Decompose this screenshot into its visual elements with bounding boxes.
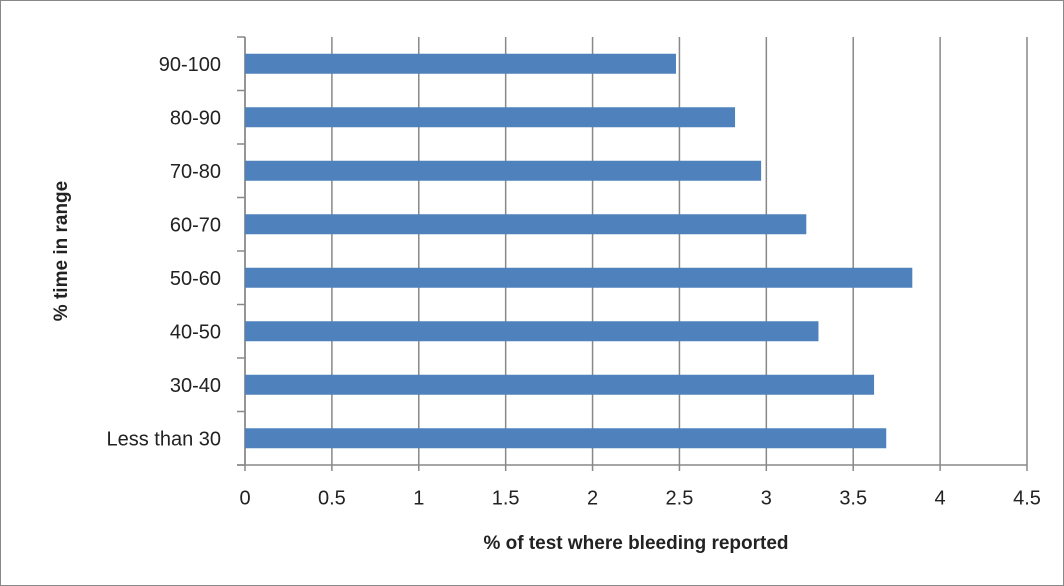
- y-tick-label: 60-70: [170, 215, 221, 237]
- bar: [245, 107, 736, 128]
- x-tick-label: 0.5: [318, 487, 346, 509]
- bar: [245, 321, 819, 342]
- bar: [245, 53, 676, 74]
- x-tick-label: 1.5: [492, 487, 520, 509]
- bar: [245, 267, 913, 288]
- y-tick-label: 80-90: [170, 108, 221, 130]
- x-tick-label: 0: [239, 487, 250, 509]
- x-axis-label: % of test where bleeding reported: [483, 533, 788, 554]
- y-tick-label: 90-100: [159, 54, 221, 76]
- x-tick-label: 4.5: [1013, 487, 1041, 509]
- x-tick-label: 3.5: [839, 487, 867, 509]
- y-axis-label: % time in range: [51, 181, 72, 321]
- x-tick-label: 2.5: [666, 487, 694, 509]
- y-tick-label: 40-50: [170, 322, 221, 344]
- bar: [245, 160, 762, 181]
- bar: [245, 428, 887, 449]
- x-tick-label: 3: [761, 487, 772, 509]
- bar: [245, 214, 807, 235]
- y-tick-label: 70-80: [170, 161, 221, 183]
- bar: [245, 374, 875, 395]
- y-tick-label: 50-60: [170, 268, 221, 290]
- x-tick-label: 1: [413, 487, 424, 509]
- x-tick-label: 4: [935, 487, 946, 509]
- x-tick-label: 2: [587, 487, 598, 509]
- y-tick-label: 30-40: [170, 375, 221, 397]
- y-tick-label: Less than 30: [106, 429, 221, 451]
